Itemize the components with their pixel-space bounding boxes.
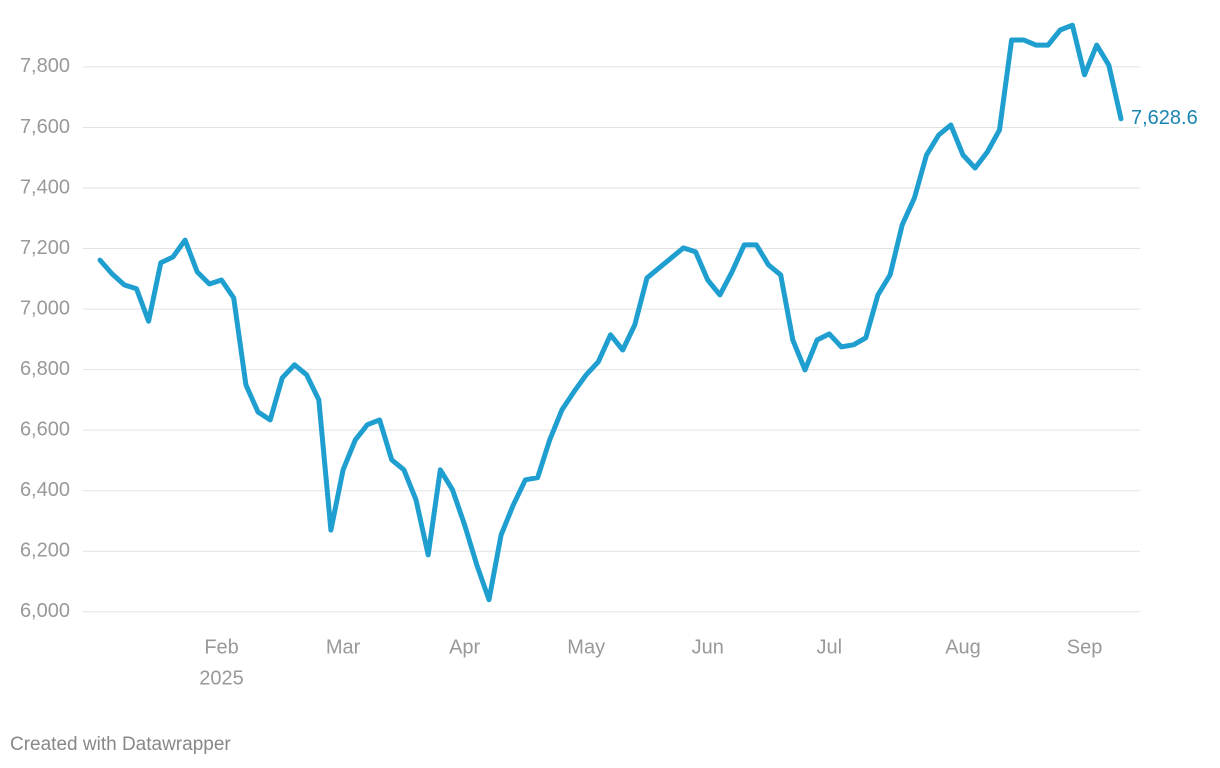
y-tick-label: 7,200	[20, 237, 70, 259]
x-tick-label: Sep	[1067, 636, 1103, 658]
y-tick-label: 6,800	[20, 358, 70, 380]
y-tick-label: 7,800	[20, 55, 70, 77]
x-tick-label: Feb	[204, 636, 238, 658]
y-tick-label: 6,400	[20, 479, 70, 501]
credit: Created with Datawrapper	[10, 734, 231, 755]
x-tick-label: Aug	[945, 636, 981, 658]
y-tick-label: 7,000	[20, 297, 70, 319]
y-tick-label: 7,400	[20, 176, 70, 198]
year-label: 2025	[199, 667, 244, 689]
x-tick-label: Jun	[692, 636, 724, 658]
y-tick-label: 6,200	[20, 540, 70, 562]
line	[97, 22, 1124, 603]
x-tick-label: Mar	[326, 636, 361, 658]
value-label: 7,628.6	[1131, 107, 1198, 129]
y-tick-label: 7,600	[20, 116, 70, 138]
y-tick-label: 6,000	[20, 600, 70, 622]
x-tick-label: May	[567, 636, 605, 658]
y-tick-label: 6,600	[20, 418, 70, 440]
x-tick-label: Jul	[816, 636, 842, 658]
x-tick-label: Apr	[449, 636, 480, 658]
